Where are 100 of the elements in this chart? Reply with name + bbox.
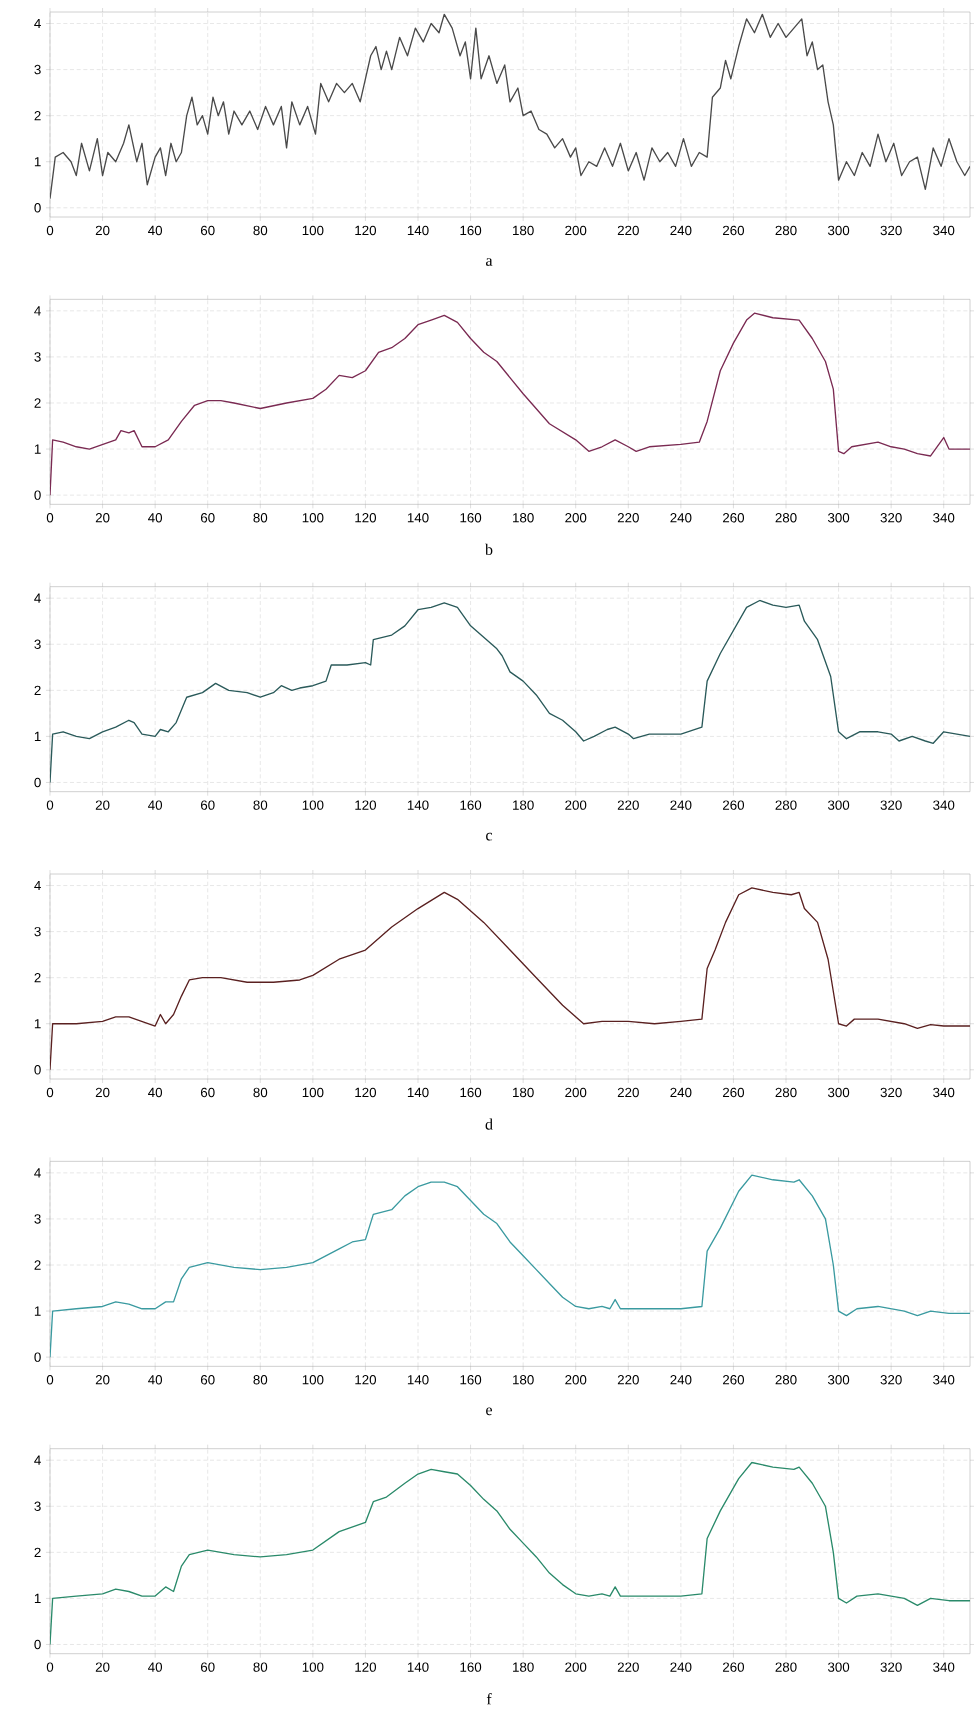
x-tick-label: 0 [46,1662,54,1672]
x-tick-label: 180 [513,1375,534,1385]
x-tick-label: 220 [617,1087,639,1098]
x-tick-label: 200 [565,1375,587,1385]
x-tick-label: 280 [775,513,797,523]
y-tick-label: 3 [34,1214,41,1224]
x-tick-label: 40 [148,1375,163,1385]
x-tick-label: 160 [460,1662,482,1672]
x-tick-label: 20 [95,225,110,236]
x-tick-label: 20 [95,1662,110,1672]
line-series [50,13,971,200]
y-tick-label: 3 [34,1501,41,1511]
x-tick-label: 0 [46,1375,54,1385]
x-tick-label: 200 [565,513,587,523]
x-tick-label: 0 [46,800,54,810]
x-tick-label: 260 [722,513,745,523]
y-tick-label: 3 [34,639,41,649]
x-tick-label: 300 [827,800,850,810]
y-tick-label: 3 [34,352,41,362]
x-tick-label: 140 [407,1662,429,1672]
x-tick-label: 240 [670,1087,692,1098]
x-tick-label: 200 [565,1087,587,1098]
x-tick-label: 260 [722,1087,745,1098]
x-tick-label: 120 [355,1087,377,1098]
y-tick-label: 0 [34,203,41,213]
y-tick-label: 4 [34,306,41,316]
x-tick-label: 20 [95,1375,110,1385]
x-tick-label: 180 [513,1087,534,1098]
x-tick-label: 60 [200,1662,215,1672]
y-tick-label: 0 [34,1352,41,1362]
x-tick-label: 320 [880,225,902,236]
y-tick-label: 0 [34,490,41,500]
x-tick-label: 240 [670,513,692,523]
x-tick-label: 300 [827,1087,850,1098]
x-tick-label: 280 [775,225,797,236]
x-tick-label: 140 [407,800,429,810]
x-tick-label: 300 [827,225,850,236]
x-tick-label: 80 [253,800,268,810]
x-tick-label: 200 [565,1662,587,1672]
x-tick-label: 220 [617,800,639,810]
y-tick-label: 3 [34,64,41,75]
x-tick-label: 100 [302,513,324,523]
y-tick-label: 1 [34,1019,41,1029]
text: c [486,832,493,841]
x-tick-label: 60 [200,1087,215,1098]
text: e [486,1407,492,1416]
x-tick-label: 120 [355,1375,377,1385]
x-tick-label: 40 [148,513,163,523]
y-tick-label: 4 [34,1455,41,1465]
x-tick-label: 0 [46,225,54,236]
x-tick-label: 200 [565,225,587,236]
x-tick-label: 80 [253,1375,268,1385]
x-tick-label: 280 [775,1662,797,1672]
y-tick-label: 1 [34,444,41,454]
x-tick-label: 60 [200,800,215,810]
x-tick-label: 320 [880,1662,902,1672]
x-tick-label: 140 [407,1375,429,1385]
x-tick-label: 100 [302,1087,324,1098]
text: d [485,1118,493,1130]
y-tick-label: 1 [34,731,41,741]
x-tick-label: 300 [827,1375,850,1385]
y-tick-label: 0 [34,1639,41,1650]
x-tick-label: 160 [460,1375,482,1385]
x-tick-label: 100 [302,800,324,810]
x-tick-label: 260 [722,225,745,236]
x-tick-label: 120 [355,800,377,810]
x-tick-label: 180 [513,800,534,810]
y-tick-label: 2 [34,398,41,408]
x-tick-label: 320 [880,800,902,810]
x-tick-label: 340 [933,800,955,810]
y-tick-label: 1 [34,1306,41,1316]
x-tick-label: 80 [253,1087,268,1098]
text: a [486,258,493,266]
x-tick-label: 300 [827,513,850,523]
x-tick-label: 320 [880,1375,902,1385]
x-tick-label: 0 [46,1087,54,1098]
y-tick-label: 4 [34,18,41,29]
x-tick-label: 320 [880,1087,902,1098]
x-tick-label: 320 [880,513,902,523]
x-tick-label: 160 [460,225,482,236]
x-tick-label: 40 [148,1662,163,1672]
x-tick-label: 180 [513,1662,534,1672]
x-tick-label: 120 [355,513,377,523]
y-tick-label: 2 [34,111,41,121]
x-tick-label: 240 [670,1662,692,1672]
x-tick-label: 20 [95,1087,110,1098]
x-tick-label: 200 [565,800,587,810]
x-tick-label: 80 [253,513,268,523]
text: f [486,1693,492,1705]
x-tick-label: 280 [775,1087,797,1098]
y-tick-label: 2 [34,1547,41,1557]
x-tick-label: 260 [722,800,745,810]
x-tick-label: 160 [460,513,482,523]
x-tick-label: 60 [200,225,215,236]
x-tick-label: 0 [46,513,54,523]
x-tick-label: 240 [670,225,692,236]
x-tick-label: 140 [407,513,429,523]
x-tick-label: 160 [460,1087,482,1098]
x-tick-label: 220 [617,225,639,236]
y-tick-label: 2 [34,685,41,695]
